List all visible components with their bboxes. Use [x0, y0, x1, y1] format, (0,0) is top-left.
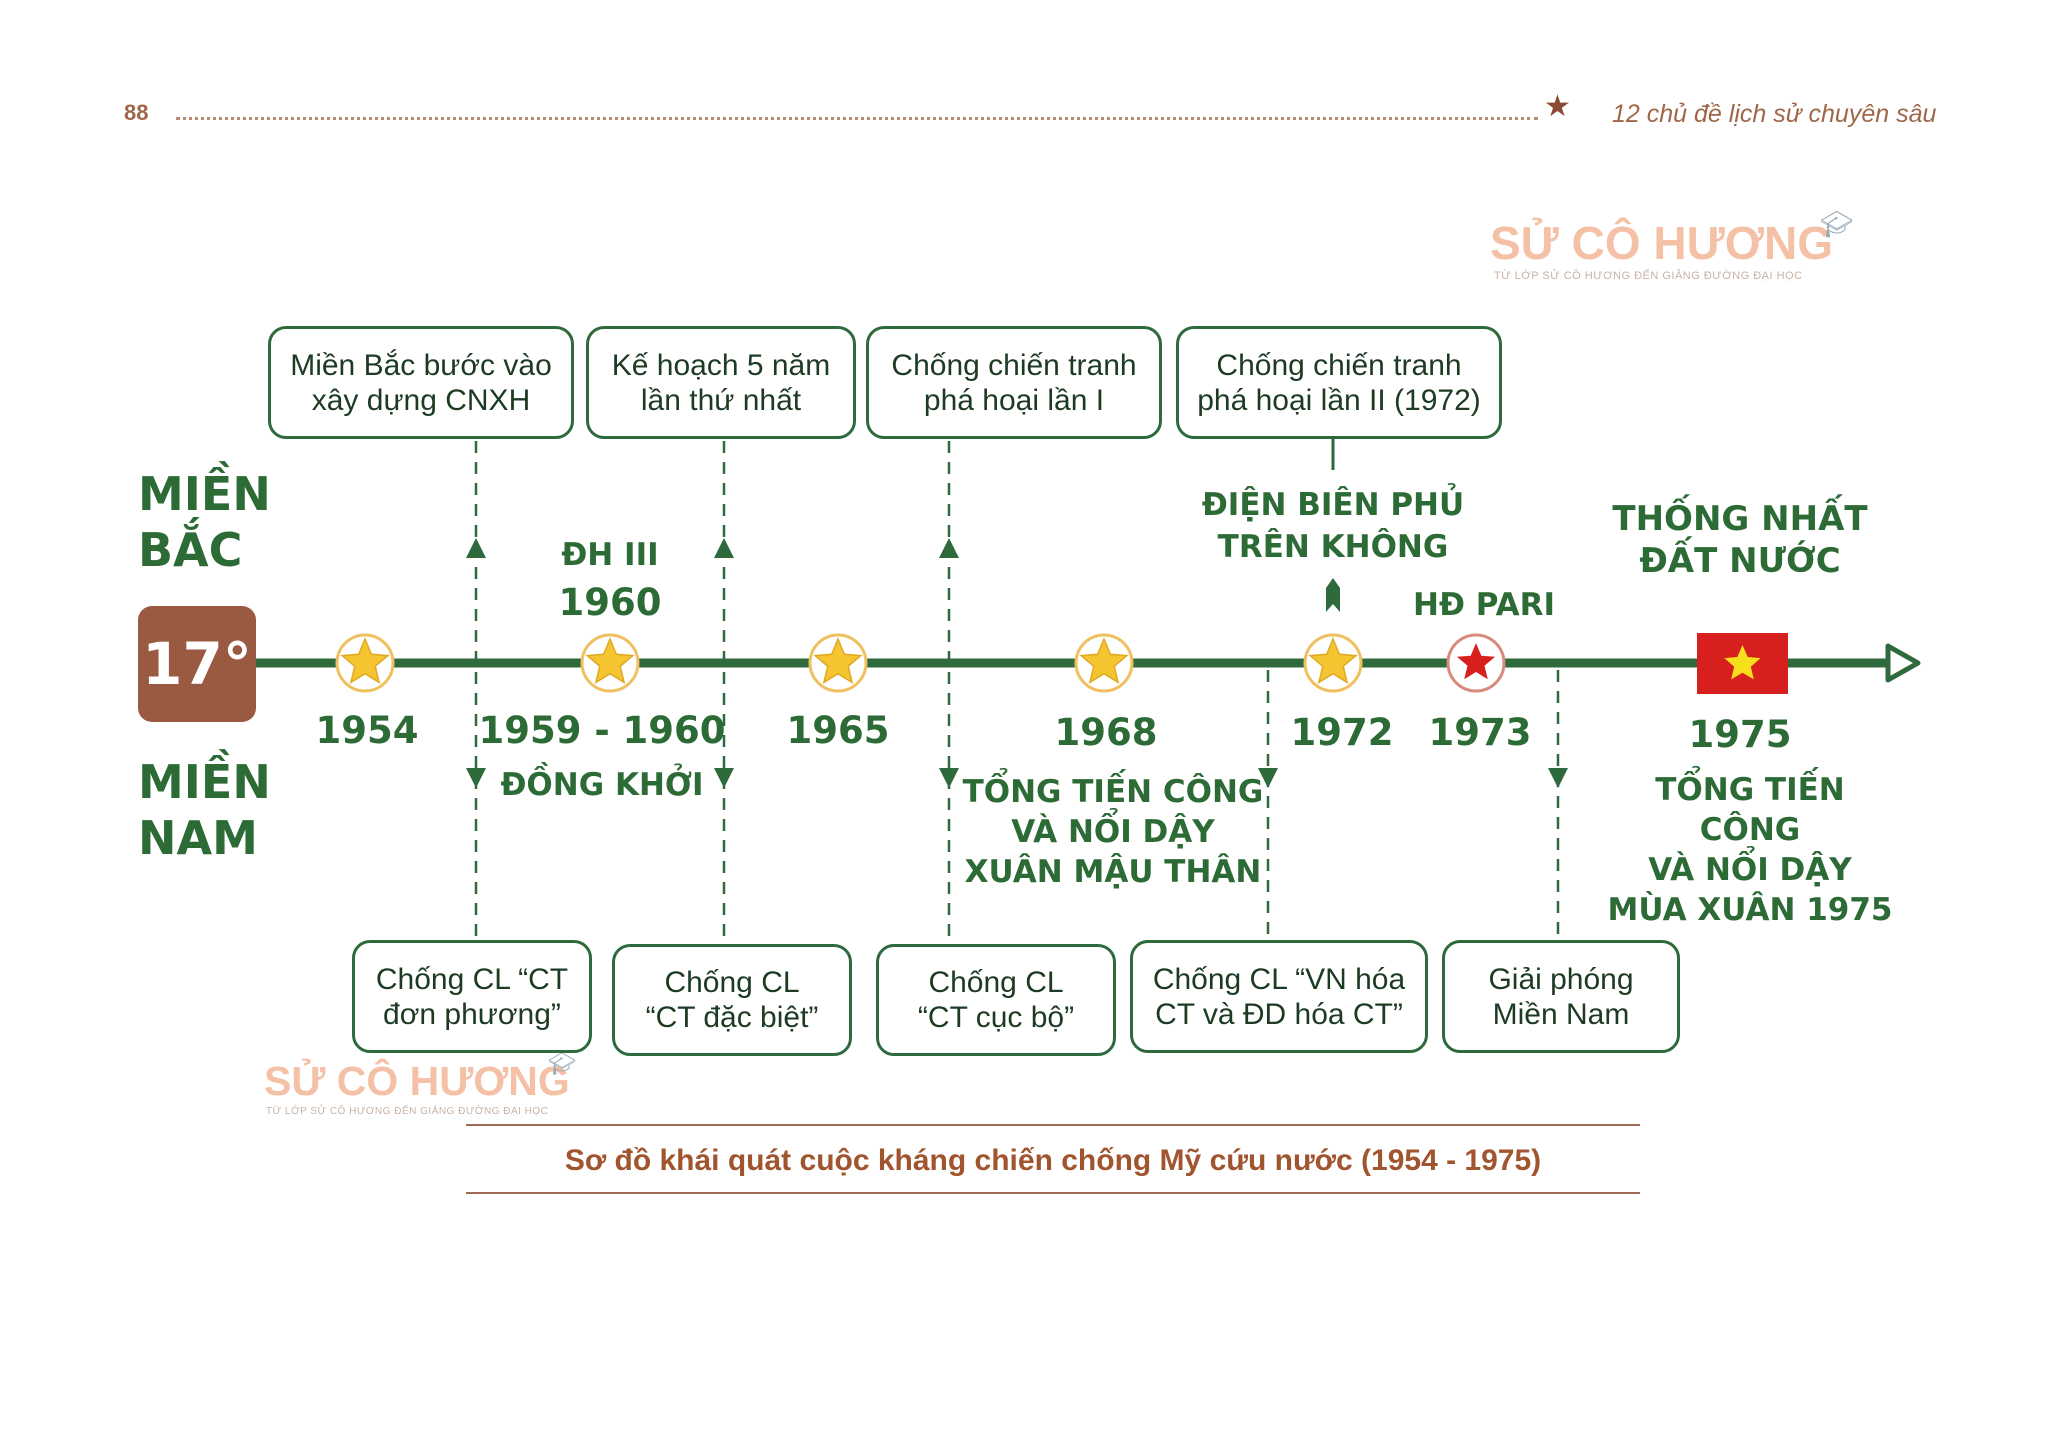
year-1965: 1965: [786, 709, 890, 752]
caption-rule-bottom: [466, 1192, 1640, 1194]
north-box-1965: Chống chiến tranh phá hoại lần I: [866, 326, 1162, 439]
book-title: 12 chủ đề lịch sử chuyên sâu: [1612, 100, 1937, 128]
south-box-1968: Chống CL “VN hóa CT và ĐD hóa CT”: [1130, 940, 1428, 1053]
arrow-down-icon: [939, 768, 959, 788]
arrow-up-icon: [1326, 578, 1340, 612]
arrow-down-icon: [466, 768, 486, 788]
south-box-1954: Chống CL “CT đơn phương”: [352, 940, 592, 1053]
arrow-down-icon: [714, 768, 734, 788]
north-box-1972: Chống chiến tranh phá hoại lần II (1972): [1176, 326, 1502, 439]
south-box-1973: Giải phóng Miền Nam: [1442, 940, 1680, 1053]
year-1972: 1972: [1290, 711, 1394, 754]
north-box-1954: Miền Bắc bước vào xây dựng CNXH: [268, 326, 574, 439]
arrow-up-icon: [714, 538, 734, 558]
header-dotted-rule: [176, 117, 1538, 120]
arrow-down-icon: [1258, 768, 1278, 788]
event-tong-tien-cong-1968: TỔNG TIẾN CÔNG VÀ NỔI DẬY XUÂN MẬU THÂN: [962, 774, 1264, 890]
event-dien-bien-phu-tren-khong: ĐIỆN BIÊN PHỦ TRÊN KHÔNG: [1201, 487, 1465, 565]
page-number: 88: [124, 100, 149, 125]
star-marker-1954-icon: [335, 633, 395, 693]
timeline-arrow-head: [1885, 643, 1921, 683]
south-box-1960: Chống CL “CT đặc biệt”: [612, 944, 852, 1056]
event-dh3-year: 1960: [558, 581, 662, 624]
watermark-brand-top: SỬ CÔ HƯƠNG: [1490, 217, 1834, 269]
watermark-tagline-bottom: TỪ LỚP SỬ CÔ HƯƠNG ĐẾN GIẢNG ĐƯỜNG ĐẠI H…: [266, 1106, 549, 1117]
year-1973: 1973: [1428, 711, 1532, 754]
year-1959-1960: 1959 - 1960: [478, 709, 726, 752]
label-south: MIỀN NAM: [138, 755, 271, 865]
event-thong-nhat-dat-nuoc: THỐNG NHẤT ĐẤT NƯỚC: [1612, 499, 1868, 581]
watermark-brand-bottom: SỬ CÔ HƯƠNG: [264, 1058, 570, 1104]
north-box-1960: Kế hoạch 5 năm lần thứ nhất: [586, 326, 856, 439]
year-1975: 1975: [1688, 713, 1792, 756]
arrow-up-icon: [939, 538, 959, 558]
event-dong-khoi: ĐỒNG KHỞI: [500, 767, 704, 803]
year-1968: 1968: [1054, 711, 1158, 754]
star-marker-1968-icon: [1074, 633, 1134, 693]
event-dh3: ĐH III: [561, 537, 659, 573]
event-tong-tien-cong-1975: TỔNG TIẾN CÔNG VÀ NỔI DẬY MÙA XUÂN 1975: [1607, 772, 1893, 928]
star-marker-1972-icon: [1303, 633, 1363, 693]
arrow-up-icon: [466, 538, 486, 558]
star-marker-1960-icon: [580, 633, 640, 693]
watermark-tagline-top: TỪ LỚP SỬ CÔ HƯƠNG ĐẾN GIẢNG ĐƯỜNG ĐẠI H…: [1494, 270, 1803, 282]
graduation-cap-icon: 🎓︎: [548, 1052, 576, 1077]
graduation-cap-icon: 🎓︎: [1820, 210, 1854, 240]
star-icon: ★: [1544, 89, 1571, 124]
red-star-marker-1973-icon: [1446, 633, 1506, 693]
vietnam-flag-icon: [1697, 633, 1788, 694]
caption-rule-top: [466, 1124, 1640, 1126]
label-north: MIỀN BẮC: [138, 467, 271, 577]
parallel-17-badge: 17°: [138, 606, 256, 722]
event-hd-pari: HĐ PARI: [1413, 587, 1555, 623]
star-marker-1965-icon: [808, 633, 868, 693]
south-box-1965: Chống CL “CT cục bộ”: [876, 944, 1116, 1056]
diagram-caption: Sơ đồ khái quát cuộc kháng chiến chống M…: [564, 1144, 1542, 1177]
year-1954: 1954: [315, 709, 419, 752]
arrow-down-icon: [1548, 768, 1568, 788]
